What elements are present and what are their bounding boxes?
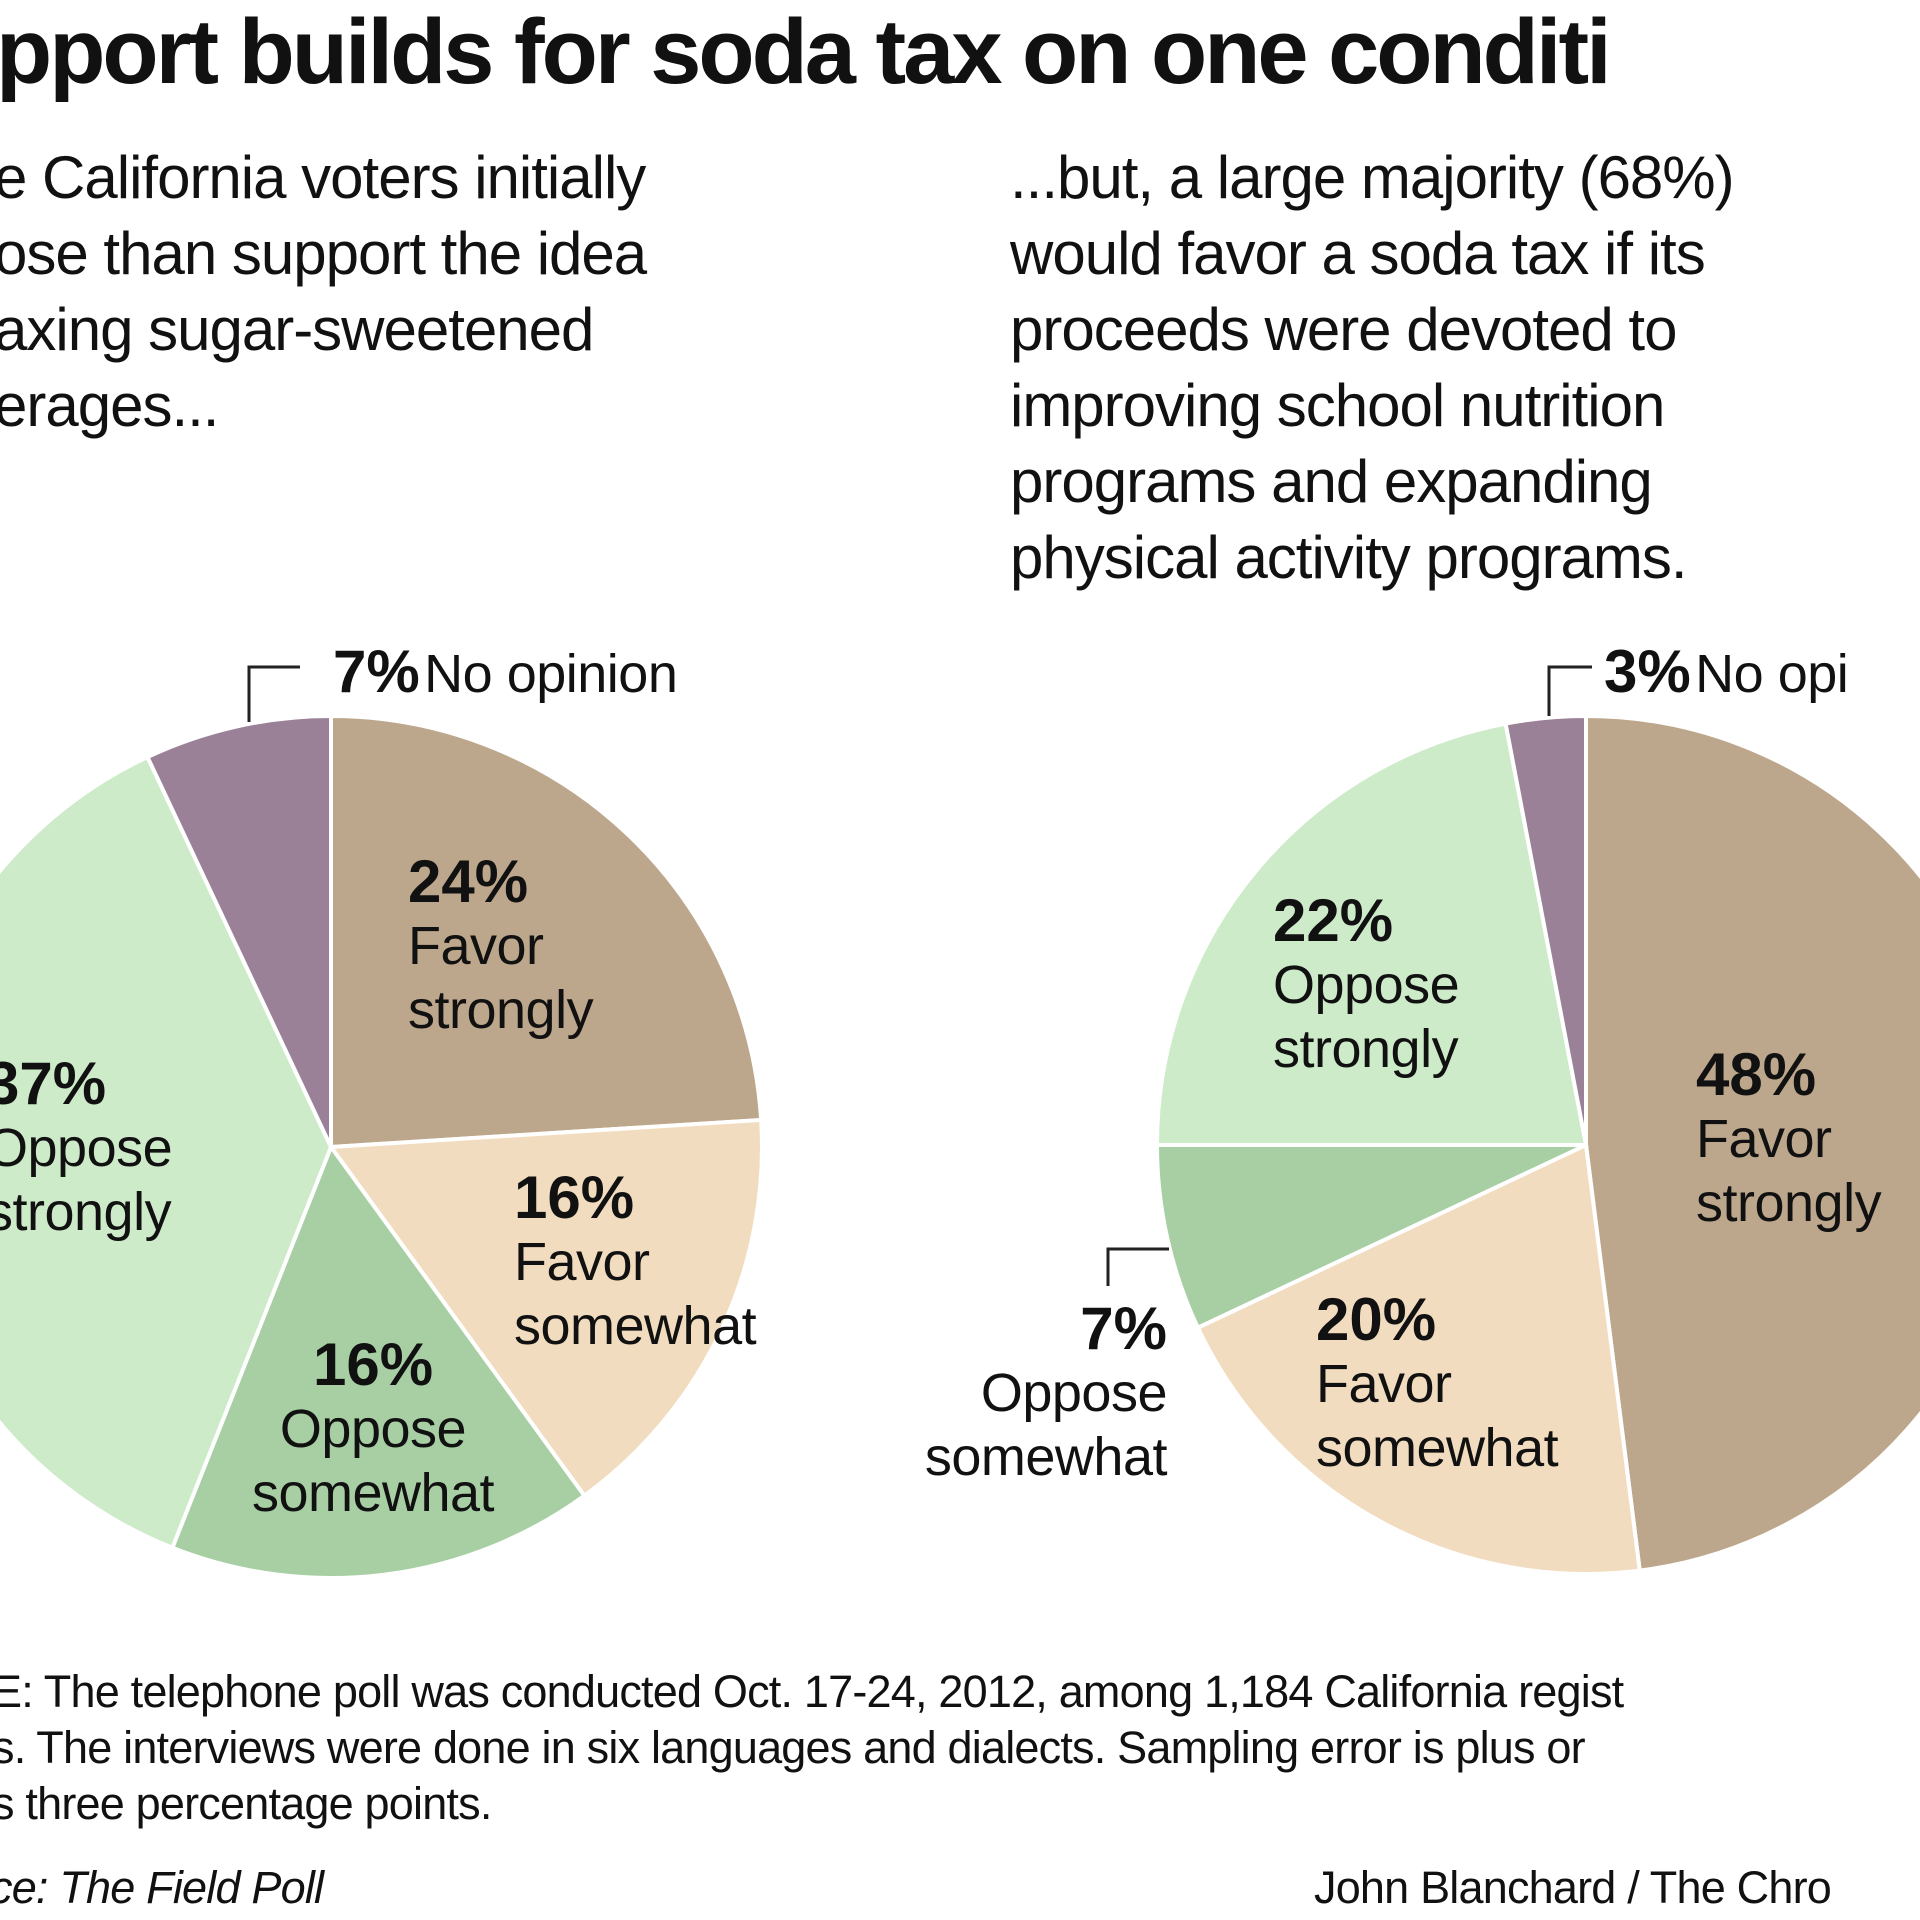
pie-initial-support — [0, 713, 764, 1580]
pct-label: 7% — [333, 638, 420, 705]
pie-conditional-support — [1154, 713, 1920, 1576]
category-label: strongly — [1696, 1173, 1882, 1233]
chart-title: pport builds for soda tax on one conditi — [0, 1, 1612, 103]
category-label: Favor — [1316, 1354, 1452, 1414]
category-label: strongly — [1273, 1019, 1459, 1079]
pct-label: 37% — [0, 1050, 107, 1117]
intro-right-line: physical activity programs. — [1010, 524, 1688, 591]
label-right-favor-strongly: 48% Favor strongly — [1696, 1041, 1882, 1235]
label-left-favor-strongly: 24% Favor strongly — [408, 848, 594, 1042]
label-right-no-opinion: 3% No opi — [1604, 638, 1849, 706]
category-label: somewhat — [251, 1463, 495, 1523]
pie-slice-oppose-somewhat — [1154, 1143, 1587, 1331]
category-label: Favor — [408, 916, 544, 976]
intro-right-line: ...but, a large majority (68%) — [1010, 144, 1735, 211]
pct-label: 24% — [408, 848, 529, 915]
intro-right-line: programs and expanding — [1010, 448, 1653, 515]
category-label: Oppose — [279, 1399, 467, 1459]
label-left-favor-somewhat: 16% Favor somewhat — [514, 1164, 757, 1358]
pct-label: 3% — [1604, 638, 1691, 705]
intro-right-line: proceeds were devoted to — [1010, 296, 1677, 363]
label-right-oppose-somewhat: 7% Oppose somewhat — [767, 1295, 1168, 1489]
category-label: somewhat — [514, 1296, 757, 1356]
label-left-oppose-strongly: 37% Oppose strongly — [0, 1050, 173, 1244]
leader-line-left-no-opinion — [247, 665, 300, 722]
intro-right-line: would favor a soda tax if its — [1010, 220, 1706, 287]
pct-label: 16% — [514, 1164, 635, 1231]
intro-left-line: erages... — [0, 372, 219, 439]
pie-slice-oppose-strongly — [1154, 721, 1589, 1147]
label-left-oppose-somewhat: 16% Oppose somewhat — [223, 1333, 523, 1525]
intro-left: e California voters initially ose than s… — [0, 140, 647, 444]
pie-slice-favor-strongly — [329, 713, 764, 1150]
footnote-line: E: The telephone poll was conducted Oct.… — [0, 1666, 1624, 1717]
pct-label: 16% — [312, 1331, 434, 1398]
intro-right: ...but, a large majority (68%) would fav… — [1010, 140, 1735, 596]
category-label: strongly — [0, 1182, 172, 1242]
category-label: Oppose — [0, 1118, 173, 1178]
category-label: somewhat — [1316, 1418, 1559, 1478]
pie-slice-oppose-somewhat — [169, 1142, 588, 1580]
category-label: somewhat — [924, 1427, 1168, 1487]
credit-line: John Blanchard / The Chro — [1314, 1862, 1832, 1913]
pie-slice-favor-strongly — [1584, 713, 1920, 1573]
intro-left-line: axing sugar-sweetened — [0, 296, 594, 363]
label-right-oppose-strongly: 22% Oppose strongly — [1273, 887, 1460, 1081]
category-label: Oppose — [1273, 955, 1460, 1015]
pie-slice-no-opinion — [144, 713, 333, 1148]
intro-left-line: ose than support the idea — [0, 220, 647, 287]
source-line: ce: The Field Poll — [0, 1862, 324, 1913]
category-label: No opinion — [424, 644, 678, 704]
pie-slice-favor-somewhat — [327, 1117, 764, 1499]
category-label: Oppose — [980, 1363, 1168, 1423]
pie-slice-favor-somewhat — [1195, 1142, 1643, 1576]
pct-label: 22% — [1273, 887, 1394, 954]
footnote-line: s. The interviews were done in six langu… — [0, 1722, 1586, 1773]
pie-slice-oppose-strongly — [0, 754, 334, 1551]
footnote-line: s three percentage points. — [0, 1778, 492, 1829]
leader-line-right-no-opinion — [1547, 665, 1592, 716]
leader-line-right-oppose-somewhat — [1106, 1247, 1169, 1286]
category-label: strongly — [408, 980, 594, 1040]
category-label: Favor — [514, 1232, 650, 1292]
pie-slice-no-opinion — [1503, 713, 1588, 1146]
intro-right-line: improving school nutrition — [1010, 372, 1665, 439]
label-right-favor-somewhat: 20% Favor somewhat — [1316, 1286, 1559, 1480]
pct-label: 48% — [1696, 1041, 1817, 1108]
footnote: E: The telephone poll was conducted Oct.… — [0, 1664, 1624, 1832]
category-label: No opi — [1695, 644, 1849, 704]
pct-label: 20% — [1316, 1286, 1437, 1353]
intro-left-line: e California voters initially — [0, 144, 646, 211]
category-label: Favor — [1696, 1109, 1832, 1169]
pct-label: 7% — [1080, 1295, 1167, 1362]
label-left-no-opinion: 7% No opinion — [333, 638, 678, 706]
